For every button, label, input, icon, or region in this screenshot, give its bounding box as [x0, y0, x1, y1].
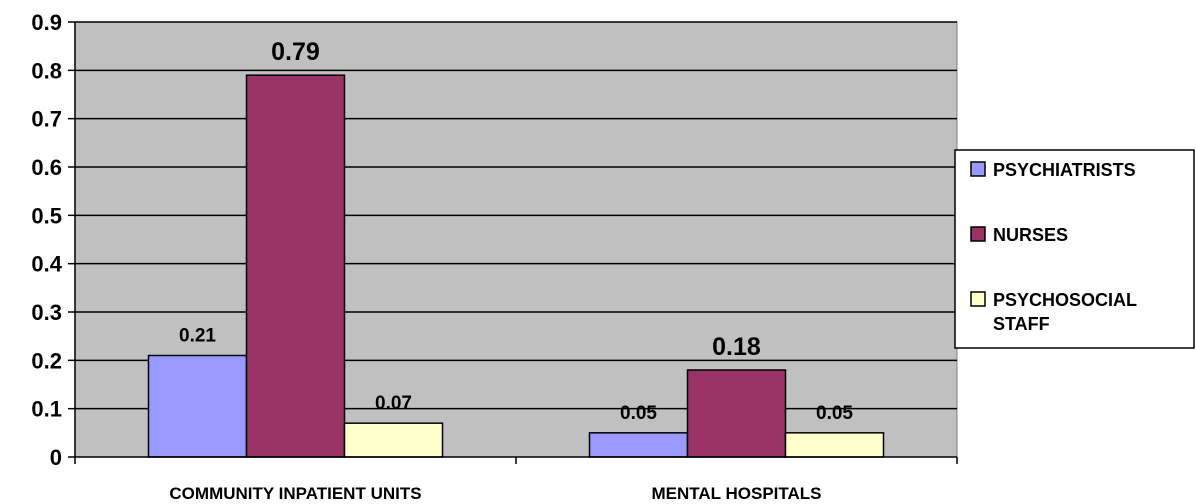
bar [147, 354, 248, 458]
y-tick-label: 0.4 [31, 252, 62, 277]
bar [686, 369, 787, 458]
legend-swatch [970, 226, 986, 242]
data-label: 0.05 [620, 403, 657, 424]
category-label: COMMUNITY INPATIENT UNITS [169, 484, 421, 503]
y-tick-label: 0.9 [31, 10, 62, 35]
y-tick-label: 0.3 [31, 300, 62, 325]
legend-swatch [970, 291, 986, 307]
y-tick-label: 0.1 [31, 397, 62, 422]
data-label: 0.07 [375, 393, 412, 414]
y-tick-label: 0.5 [31, 203, 62, 228]
bar [343, 422, 444, 458]
y-tick-label: 0.6 [31, 155, 62, 180]
legend-label: PSYCHIATRISTS [993, 160, 1136, 180]
category-labels: COMMUNITY INPATIENT UNITS MENTAL HOSPITAL… [169, 484, 821, 503]
legend-label-line: NURSES [993, 225, 1068, 245]
data-label: 0.05 [816, 403, 853, 424]
y-tick-label: 0.2 [31, 348, 62, 373]
bar [588, 432, 689, 458]
legend-label-line: PSYCHIATRISTS [993, 160, 1136, 180]
axes [68, 21, 958, 464]
bars [147, 74, 885, 458]
legend-label-line: PSYCHOSOCIAL [993, 290, 1137, 310]
legend-label: PSYCHOSOCIAL STAFF [993, 290, 1137, 334]
data-label: 0.79 [271, 38, 320, 66]
data-label: 0.21 [179, 326, 216, 347]
data-label: 0.18 [712, 333, 761, 361]
category-label: MENTAL HOSPITALS [652, 484, 822, 503]
y-tick-labels: 0 0.1 0.2 0.3 0.4 0.5 0.6 0.7 0.8 0.9 [31, 10, 62, 470]
data-labels: 0.21 0.79 0.07 0.05 0.18 0.05 [179, 38, 853, 424]
legend: PSYCHIATRISTS NURSES PSYCHOSOCIAL STAFF [954, 149, 1195, 349]
y-tick-label: 0 [50, 445, 62, 470]
legend-label-line: STAFF [993, 314, 1050, 334]
bar [784, 432, 885, 458]
legend-box [954, 149, 1195, 349]
y-tick-label: 0.8 [31, 58, 62, 83]
legend-label: NURSES [993, 225, 1068, 245]
y-tick-label: 0.7 [31, 107, 62, 132]
legend-swatch [970, 161, 986, 177]
bar [245, 74, 346, 458]
